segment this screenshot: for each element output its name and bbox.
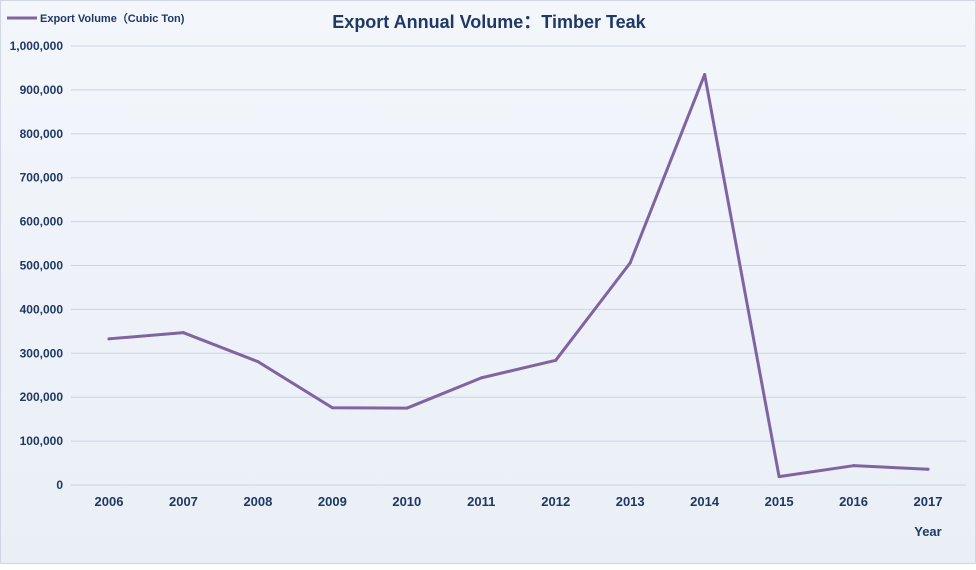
y-tick-label: 300,000 (20, 346, 64, 360)
data-point-2017 (926, 467, 930, 471)
x-tick-label: 2017 (914, 494, 943, 509)
x-tick-label: 2014 (690, 494, 720, 509)
x-axis-label: Year (914, 524, 941, 539)
y-axis-ticks: 0 100,000 200,000 300,000 400,000 500,000 600,… (10, 39, 64, 492)
y-tick-label: 700,000 (20, 171, 64, 185)
y-tick-label: 500,000 (20, 259, 64, 273)
y-tick-label: 800,000 (20, 127, 64, 141)
y-tick-label: 600,000 (20, 215, 64, 229)
data-point-2016 (852, 464, 856, 468)
x-tick-label: 2009 (318, 494, 347, 509)
y-tick-label: 200,000 (20, 390, 64, 404)
data-point-2014 (703, 73, 707, 77)
series-line (107, 73, 930, 479)
data-point-2013 (628, 261, 632, 265)
y-tick-label: 400,000 (20, 302, 64, 316)
x-tick-label: 2010 (392, 494, 421, 509)
y-tick-label: 0 (56, 478, 63, 492)
data-point-2012 (554, 358, 558, 362)
data-point-2010 (405, 406, 409, 410)
x-tick-label: 2007 (169, 494, 198, 509)
legend-label: Export Volume（Cubic Ton) (40, 12, 185, 25)
data-point-2008 (256, 360, 260, 364)
series-layer (107, 73, 930, 479)
chart-title: Export Annual Volume：Timber Teak (332, 12, 646, 32)
x-tick-label: 2006 (95, 494, 124, 509)
legend: Export Volume（Cubic Ton) (7, 12, 185, 25)
y-tick-label: 1,000,000 (10, 39, 64, 53)
data-point-2015 (777, 475, 781, 479)
x-axis-ticks: 2006 2007 2008 2009 2010 2011 2012 2013 2014 2015… (95, 494, 943, 509)
x-tick-label: 2012 (541, 494, 570, 509)
x-tick-label: 2015 (765, 494, 794, 509)
y-tick-label: 100,000 (20, 434, 64, 448)
data-point-2011 (479, 376, 483, 380)
gridlines (71, 45, 966, 486)
x-tick-label: 2016 (839, 494, 868, 509)
x-tick-label: 2008 (243, 494, 272, 509)
data-point-2006 (107, 337, 111, 341)
x-tick-label: 2011 (467, 494, 495, 509)
data-point-2009 (330, 406, 334, 410)
x-tick-label: 2013 (616, 494, 645, 509)
data-point-2007 (181, 331, 185, 335)
y-tick-label: 900,000 (20, 83, 64, 97)
